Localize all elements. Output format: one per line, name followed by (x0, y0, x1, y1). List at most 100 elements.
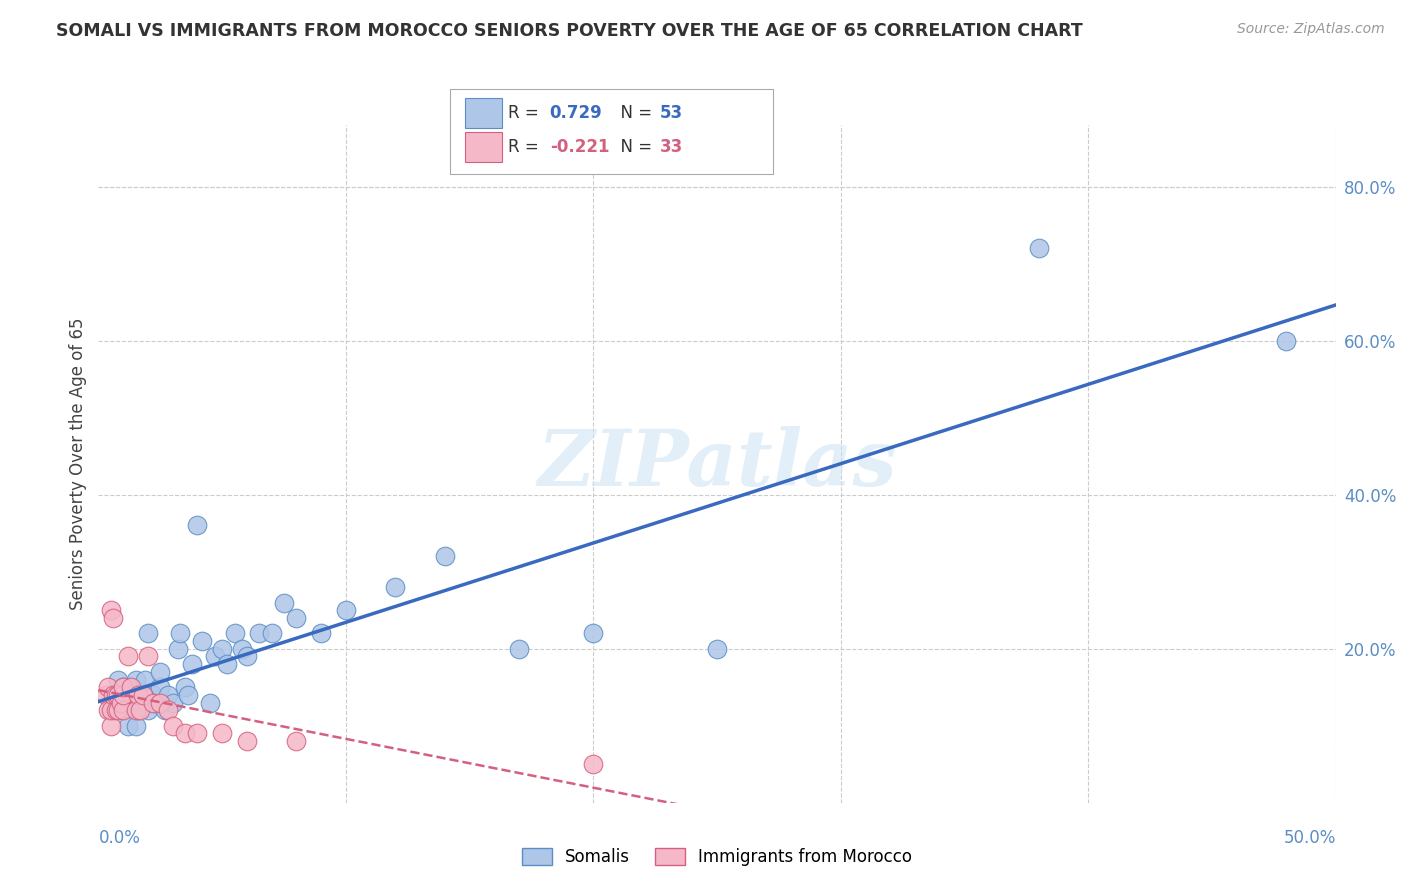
Point (120, 680, 142, 694)
Point (174, 680, 197, 694)
Point (129, 696, 152, 710)
Point (124, 719, 146, 733)
Point (124, 673, 146, 687)
Point (191, 634, 214, 648)
Text: 53: 53 (659, 104, 682, 122)
Point (107, 688, 129, 702)
Point (211, 726, 233, 740)
Point (129, 703, 152, 717)
Point (97, 703, 120, 717)
Point (107, 673, 129, 687)
Point (120, 680, 142, 694)
Point (127, 688, 149, 702)
Text: R =: R = (508, 138, 548, 156)
Point (149, 696, 172, 710)
Point (186, 726, 208, 740)
Point (100, 703, 122, 717)
Point (384, 580, 406, 594)
Text: SOMALI VS IMMIGRANTS FROM MOROCCO SENIORS POVERTY OVER THE AGE OF 65 CORRELATION: SOMALI VS IMMIGRANTS FROM MOROCCO SENIOR… (56, 22, 1083, 40)
Point (211, 641, 233, 656)
Point (103, 688, 125, 702)
Point (143, 696, 166, 710)
Point (132, 688, 155, 702)
Point (103, 611, 125, 625)
Point (107, 703, 129, 717)
Point (110, 696, 132, 710)
Point (174, 726, 197, 740)
Text: R =: R = (508, 104, 548, 122)
Point (134, 673, 156, 687)
Text: N =: N = (610, 138, 658, 156)
Point (97, 680, 120, 694)
Point (136, 626, 159, 640)
Point (309, 626, 332, 640)
Point (100, 703, 122, 717)
Legend: Somalis, Immigrants from Morocco: Somalis, Immigrants from Morocco (515, 841, 920, 872)
Y-axis label: Seniors Poverty Over the Age of 65: Seniors Poverty Over the Age of 65 (69, 318, 87, 610)
Point (162, 719, 184, 733)
Text: -0.221: -0.221 (550, 138, 609, 156)
Point (110, 696, 132, 710)
Point (104, 703, 127, 717)
Text: Source: ZipAtlas.com: Source: ZipAtlas.com (1237, 22, 1385, 37)
Point (260, 626, 283, 640)
Point (236, 649, 259, 664)
Point (136, 649, 159, 664)
Point (117, 696, 139, 710)
Point (112, 680, 135, 694)
Point (142, 696, 165, 710)
Point (122, 688, 145, 702)
Point (231, 641, 253, 656)
Point (94, 688, 117, 702)
Point (162, 696, 184, 710)
Point (176, 688, 198, 702)
Point (132, 688, 155, 702)
Point (100, 603, 122, 617)
Point (142, 688, 165, 702)
Point (582, 757, 605, 772)
Point (224, 626, 246, 640)
Point (112, 680, 135, 694)
Point (433, 549, 456, 564)
Point (156, 703, 179, 717)
Text: 50.0%: 50.0% (1284, 830, 1336, 847)
Text: 33: 33 (659, 138, 683, 156)
Point (104, 688, 127, 702)
Point (155, 703, 177, 717)
Point (198, 696, 221, 710)
Point (127, 703, 149, 717)
Text: 0.729: 0.729 (550, 104, 603, 122)
Point (217, 657, 239, 672)
Point (112, 703, 135, 717)
Point (1028, 241, 1050, 255)
Point (582, 626, 605, 640)
Point (100, 719, 122, 733)
Point (706, 641, 728, 656)
Point (236, 734, 259, 748)
Point (285, 734, 308, 748)
Point (204, 649, 226, 664)
Point (508, 641, 530, 656)
Point (247, 626, 270, 640)
Point (166, 641, 188, 656)
Point (124, 703, 146, 717)
Point (112, 688, 135, 702)
Point (136, 703, 159, 717)
Point (285, 611, 308, 625)
Point (169, 626, 191, 640)
Point (273, 595, 295, 609)
Text: ZIPatlas: ZIPatlas (537, 425, 897, 502)
Point (181, 657, 204, 672)
Text: N =: N = (610, 104, 658, 122)
Point (186, 518, 208, 533)
Point (117, 649, 139, 664)
Point (112, 703, 135, 717)
Point (1275, 334, 1298, 348)
Point (117, 719, 139, 733)
Point (107, 688, 129, 702)
Point (149, 680, 172, 694)
Point (156, 688, 179, 702)
Text: 0.0%: 0.0% (98, 830, 141, 847)
Point (112, 688, 135, 702)
Point (149, 665, 172, 679)
